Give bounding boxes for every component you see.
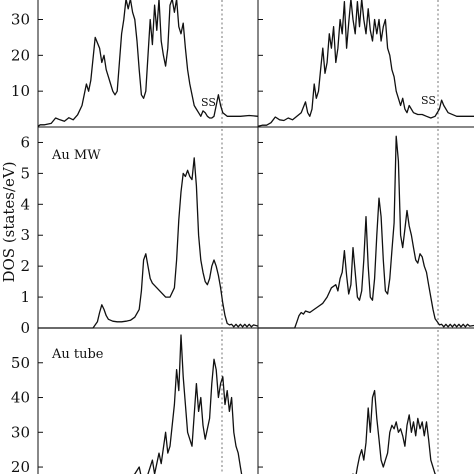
- dos-curve-row1-left: [38, 157, 259, 329]
- dos-curve-row0-left: [37, 0, 259, 127]
- y-tick-label-row0-1: 20: [11, 46, 30, 64]
- panel-label-au-mw: Au MW: [51, 148, 101, 163]
- panel-label-au-tube: Au tube: [51, 347, 104, 362]
- y-tick-label-row1-6: 6: [20, 133, 30, 151]
- y-tick-label-row1-0: 0: [20, 319, 30, 337]
- y-tick-label-row1-1: 1: [20, 288, 30, 306]
- y-tick-label-row1-3: 3: [20, 226, 30, 244]
- annotation-ss-left: SS: [201, 96, 216, 109]
- y-tick-label-row2-3: 50: [11, 354, 30, 372]
- y-tick-label-row1-2: 2: [20, 257, 30, 275]
- dos-curve-row1-right: [258, 135, 474, 329]
- y-tick-label-row1-4: 4: [20, 195, 30, 213]
- y-tick-label-row1-5: 5: [20, 164, 30, 182]
- annotation-ss-right: SS: [421, 94, 436, 107]
- y-tick-label-row2-2: 40: [11, 389, 30, 407]
- y-tick-label-row2-0: 20: [11, 458, 30, 474]
- dos-curve-row0-right: [257, 0, 474, 127]
- dos-curve-row2-left: [133, 334, 243, 474]
- y-tick-label-row0-2: 30: [11, 11, 30, 29]
- y-tick-label-row2-1: 30: [11, 423, 30, 441]
- y-tick-label-row0-0: 10: [11, 82, 30, 100]
- plot-area: 10 20 30 0 1 2 3 4 5 6 20 30 40 50: [11, 0, 474, 474]
- y-axis-label: DOS (states/eV): [0, 161, 18, 282]
- dos-curve-row2-right: [352, 389, 437, 474]
